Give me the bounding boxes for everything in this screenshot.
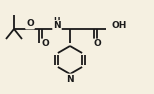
Text: N: N [66,75,74,83]
Text: N: N [53,21,61,30]
Text: O: O [26,19,34,28]
Text: O: O [93,39,101,49]
Text: OH: OH [112,22,127,30]
Text: O: O [41,39,49,49]
Text: H: H [54,17,60,25]
